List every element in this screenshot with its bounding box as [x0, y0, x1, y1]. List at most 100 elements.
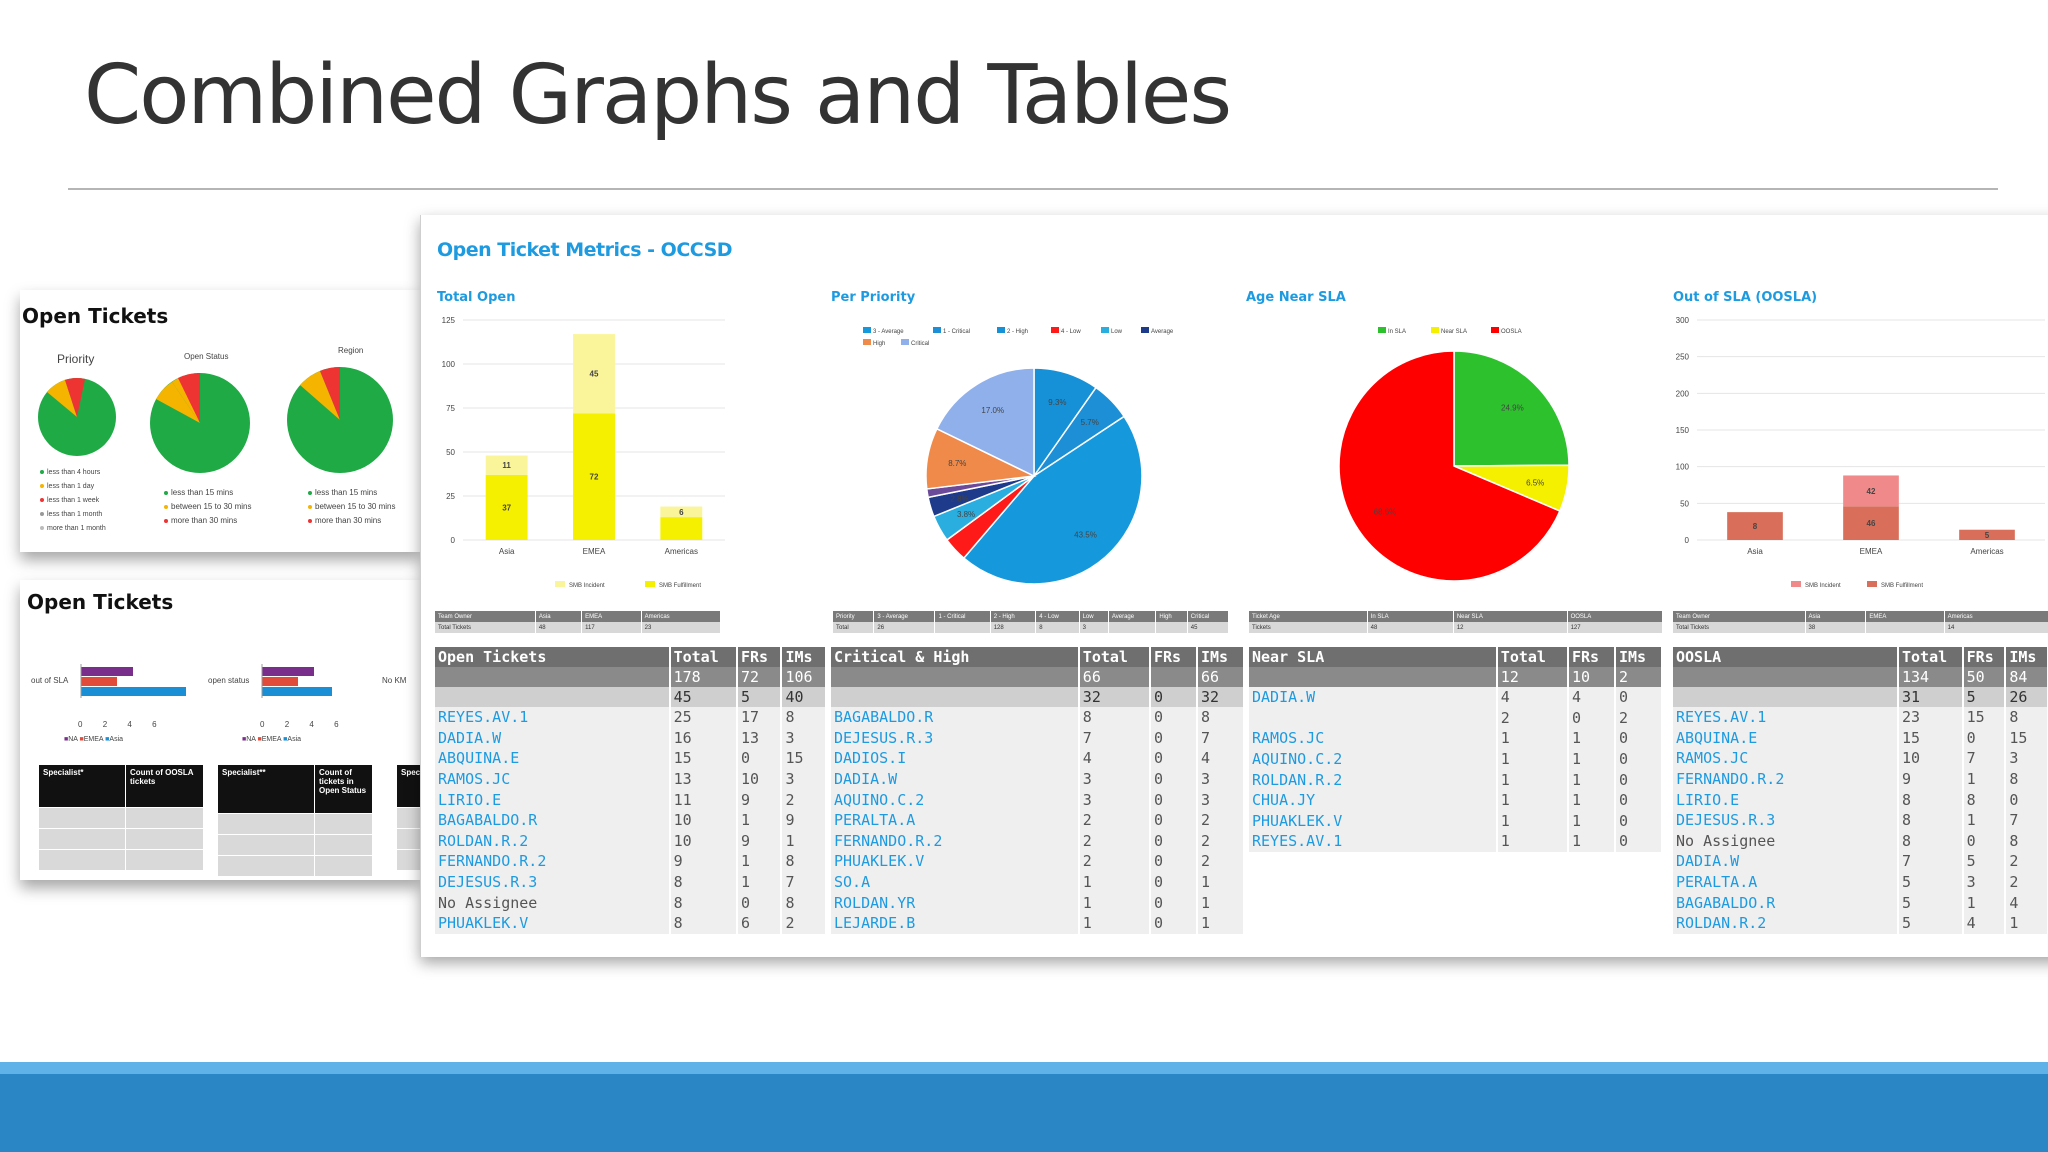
assignee-cell	[1249, 707, 1498, 729]
assignee-cell: ROLDAN.YR	[831, 892, 1080, 913]
legend-item: OOSLA	[1501, 329, 1522, 335]
value-cell: 3	[1078, 768, 1151, 790]
legend-item: SMB Fulfillment	[659, 583, 701, 589]
cell: 2 - High	[990, 611, 1037, 622]
table-row: SO.A 1 0 1	[831, 871, 1246, 893]
cell: Priority	[833, 611, 875, 622]
th: Specialist*	[38, 764, 126, 808]
summary-table-total-open: Team Owner Asia EMEA Americas Total Tickets…	[435, 611, 722, 633]
totals-row: 32 0 32	[831, 687, 1246, 707]
cell: 32	[1196, 687, 1246, 707]
summary-table-priority: Priority 3 - Average 1 - Critical 2 - High 4…	[833, 611, 1230, 633]
value-cell: 1	[1078, 871, 1151, 893]
value-cell: 8	[781, 892, 827, 913]
cell: 45	[669, 687, 738, 707]
cell: 106	[781, 667, 827, 687]
bar-data-label: 72	[590, 473, 599, 482]
value-cell: 1	[1496, 748, 1569, 770]
cell	[435, 667, 671, 687]
value-cell: 8	[1898, 830, 1964, 852]
cell: 134	[1898, 667, 1964, 687]
assignee-cell: REYES.AV.1	[1249, 831, 1498, 852]
pie-data-label: 17.0%	[981, 406, 1004, 415]
value-cell: 3	[1196, 768, 1246, 790]
value-cell: 13	[669, 768, 738, 790]
cell: 2	[1614, 667, 1664, 687]
table-row: PHUAKLEK.V 1 1 0	[1249, 810, 1664, 832]
table-row: PERALTA.A 5 3 2	[1673, 871, 2048, 893]
value-cell: 10	[669, 809, 738, 831]
value-cell: 0	[1149, 748, 1198, 769]
table-row: ROLDAN.YR 1 0 1	[831, 892, 1246, 913]
assignee-cell: FERNANDO.R.2	[435, 851, 671, 872]
value-cell: 1	[1567, 831, 1616, 852]
value-cell: 3	[1962, 871, 2007, 893]
assignee-cell: DADIA.W	[1673, 851, 1899, 872]
assignee-cell: LEJARDE.B	[831, 912, 1080, 934]
y-tick-label: 250	[1676, 353, 1690, 362]
table-row: ABQUINA.E 15 0 15	[1673, 727, 2048, 749]
value-cell: 15	[2005, 727, 2048, 749]
column-header: FRs	[736, 647, 783, 667]
value-cell: 4	[2005, 892, 2048, 913]
value-cell: 25	[669, 707, 738, 728]
value-cell: 7	[1962, 748, 2007, 769]
value-cell: 17	[736, 707, 783, 728]
assignee-cell: REYES.AV.1	[435, 707, 671, 728]
value-cell: 0	[1614, 810, 1664, 832]
assignee-cell: ROLDAN.R.2	[1249, 769, 1498, 790]
cell	[831, 667, 1080, 687]
assignee-cell: DADIA.W	[435, 727, 671, 749]
value-cell: 1	[1567, 769, 1616, 790]
pie-chart-per_priority: 9.3% 5.7% 43.5% 3.8% 2.8% 8.7% 17.0%	[925, 367, 1143, 585]
value-cell: 1	[1078, 912, 1151, 934]
bar-asia-1	[485, 455, 528, 475]
bar-emea-1	[1843, 475, 1899, 507]
cell: Team Owner	[435, 611, 536, 622]
bar-data-label: 45	[590, 370, 599, 379]
thumb2-title: Open Tickets	[27, 590, 174, 614]
chart-title-per-priority: Per Priority	[831, 290, 916, 305]
pie-slice	[935, 367, 1035, 478]
priority-legend: 3 - Average 1 - Critical 2 - High 4 - Lo…	[863, 327, 1174, 347]
y-tick-label: 0	[451, 536, 456, 545]
cell: OOSLA	[1567, 611, 1664, 622]
value-cell: 0	[1149, 809, 1198, 831]
cell: Total Tickets	[1673, 622, 1806, 633]
value-cell: 0	[1149, 768, 1198, 790]
cell: 26	[873, 622, 936, 633]
value-cell: 0	[1567, 707, 1616, 729]
pie-label-priority: Priority	[57, 352, 95, 366]
pie-data-label: 43.5%	[1074, 530, 1097, 539]
value-cell: 1	[1196, 892, 1246, 913]
totals-row: 178 72 106	[435, 667, 827, 687]
cell: 178	[669, 667, 738, 687]
legend-item: SMB Incident	[569, 583, 605, 589]
legend-item: SMB Incident	[1805, 583, 1841, 589]
pie-data-label: 8.7%	[948, 459, 966, 468]
summary-table-oosla: Team Owner Asia EMEA Americas Total Tickets…	[1673, 611, 2048, 633]
value-cell: 10	[1898, 748, 1964, 769]
value-cell: 0	[1614, 789, 1664, 811]
table-row: DADIA.W 3 0 3	[831, 768, 1246, 790]
assignee-cell: DADIOS.I	[831, 748, 1080, 769]
column-header: OOSLA	[1673, 647, 1899, 667]
cell: 31	[1898, 687, 1964, 707]
legend-item: 2 - High	[1007, 329, 1028, 335]
legend-item: High	[873, 341, 885, 347]
pie-region-legend: less than 15 mins between 15 to 30 mins …	[308, 486, 396, 528]
bar-asia-0	[1727, 512, 1783, 540]
x-category-label: Americas	[1970, 547, 2003, 556]
dashboard-charts: 3 - Average 1 - Critical 2 - High 4 - Lo…	[442, 316, 2045, 589]
cell: 4 - Low	[1035, 611, 1080, 622]
legend-item: more than 30 mins	[171, 516, 238, 525]
value-cell: 6	[736, 912, 783, 934]
column-header: FRs	[1962, 647, 2007, 667]
table-row: FERNANDO.R.2 9 1 8	[1673, 768, 2048, 790]
x-category-label: EMEA	[583, 547, 606, 556]
value-cell: 5	[1898, 892, 1964, 913]
legend-item: SMB Fulfillment	[1881, 583, 1923, 589]
table-row: DADIA.W 16 13 3	[435, 727, 827, 749]
pie-data-label: 6.5%	[1526, 478, 1544, 487]
